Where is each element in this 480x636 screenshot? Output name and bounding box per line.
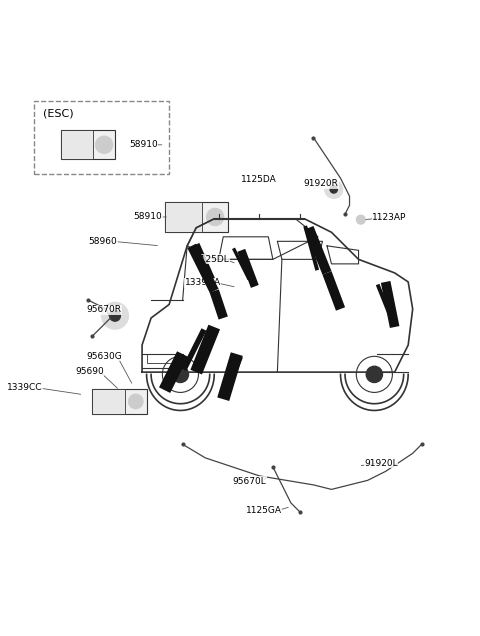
Bar [61,130,93,160]
Text: 1125DL: 1125DL [195,255,230,264]
Text: 1123AP: 1123AP [372,213,407,223]
Text: 1339GA: 1339GA [185,279,221,287]
Circle shape [101,302,129,329]
Circle shape [366,366,383,382]
Bar [93,389,125,414]
Circle shape [109,310,120,321]
Circle shape [325,181,343,198]
Circle shape [330,186,337,193]
Text: 58960: 58960 [88,237,117,246]
Circle shape [128,394,143,409]
Text: 1125DA: 1125DA [241,176,277,184]
Text: 91920R: 91920R [303,179,338,188]
Bar [93,389,146,414]
Circle shape [172,366,189,382]
Bar [61,130,115,160]
Text: 58910: 58910 [129,141,158,149]
Text: (ESC): (ESC) [43,108,73,118]
Text: 95670L: 95670L [232,477,266,486]
Text: 91920L: 91920L [364,459,397,467]
Bar [146,354,178,363]
Bar [165,202,228,232]
Text: 1339CC: 1339CC [7,384,43,392]
Text: 95690: 95690 [75,367,104,376]
Text: 95670R: 95670R [87,305,122,314]
Bar [165,202,203,232]
Bar [34,102,169,174]
Circle shape [356,215,365,224]
Circle shape [96,136,113,153]
Text: 95630G: 95630G [86,352,122,361]
Text: 1125GA: 1125GA [246,506,282,515]
Text: 58910: 58910 [133,212,162,221]
Circle shape [206,208,224,226]
